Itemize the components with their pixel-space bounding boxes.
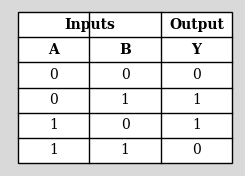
- Text: 1: 1: [192, 118, 201, 132]
- Text: 0: 0: [192, 143, 201, 157]
- Text: 1: 1: [192, 93, 201, 107]
- Text: Inputs: Inputs: [64, 18, 115, 32]
- Text: 0: 0: [49, 68, 58, 82]
- Bar: [18, 12, 232, 163]
- Bar: [18, 12, 232, 163]
- Text: Y: Y: [191, 43, 201, 57]
- Text: 0: 0: [121, 118, 129, 132]
- Text: 1: 1: [121, 143, 129, 157]
- Text: 0: 0: [192, 68, 201, 82]
- Text: 0: 0: [49, 93, 58, 107]
- Text: 1: 1: [49, 118, 58, 132]
- Text: 1: 1: [121, 93, 129, 107]
- Text: B: B: [119, 43, 131, 57]
- Text: 0: 0: [121, 68, 129, 82]
- Text: 1: 1: [49, 143, 58, 157]
- Text: A: A: [48, 43, 59, 57]
- Text: Output: Output: [169, 18, 224, 32]
